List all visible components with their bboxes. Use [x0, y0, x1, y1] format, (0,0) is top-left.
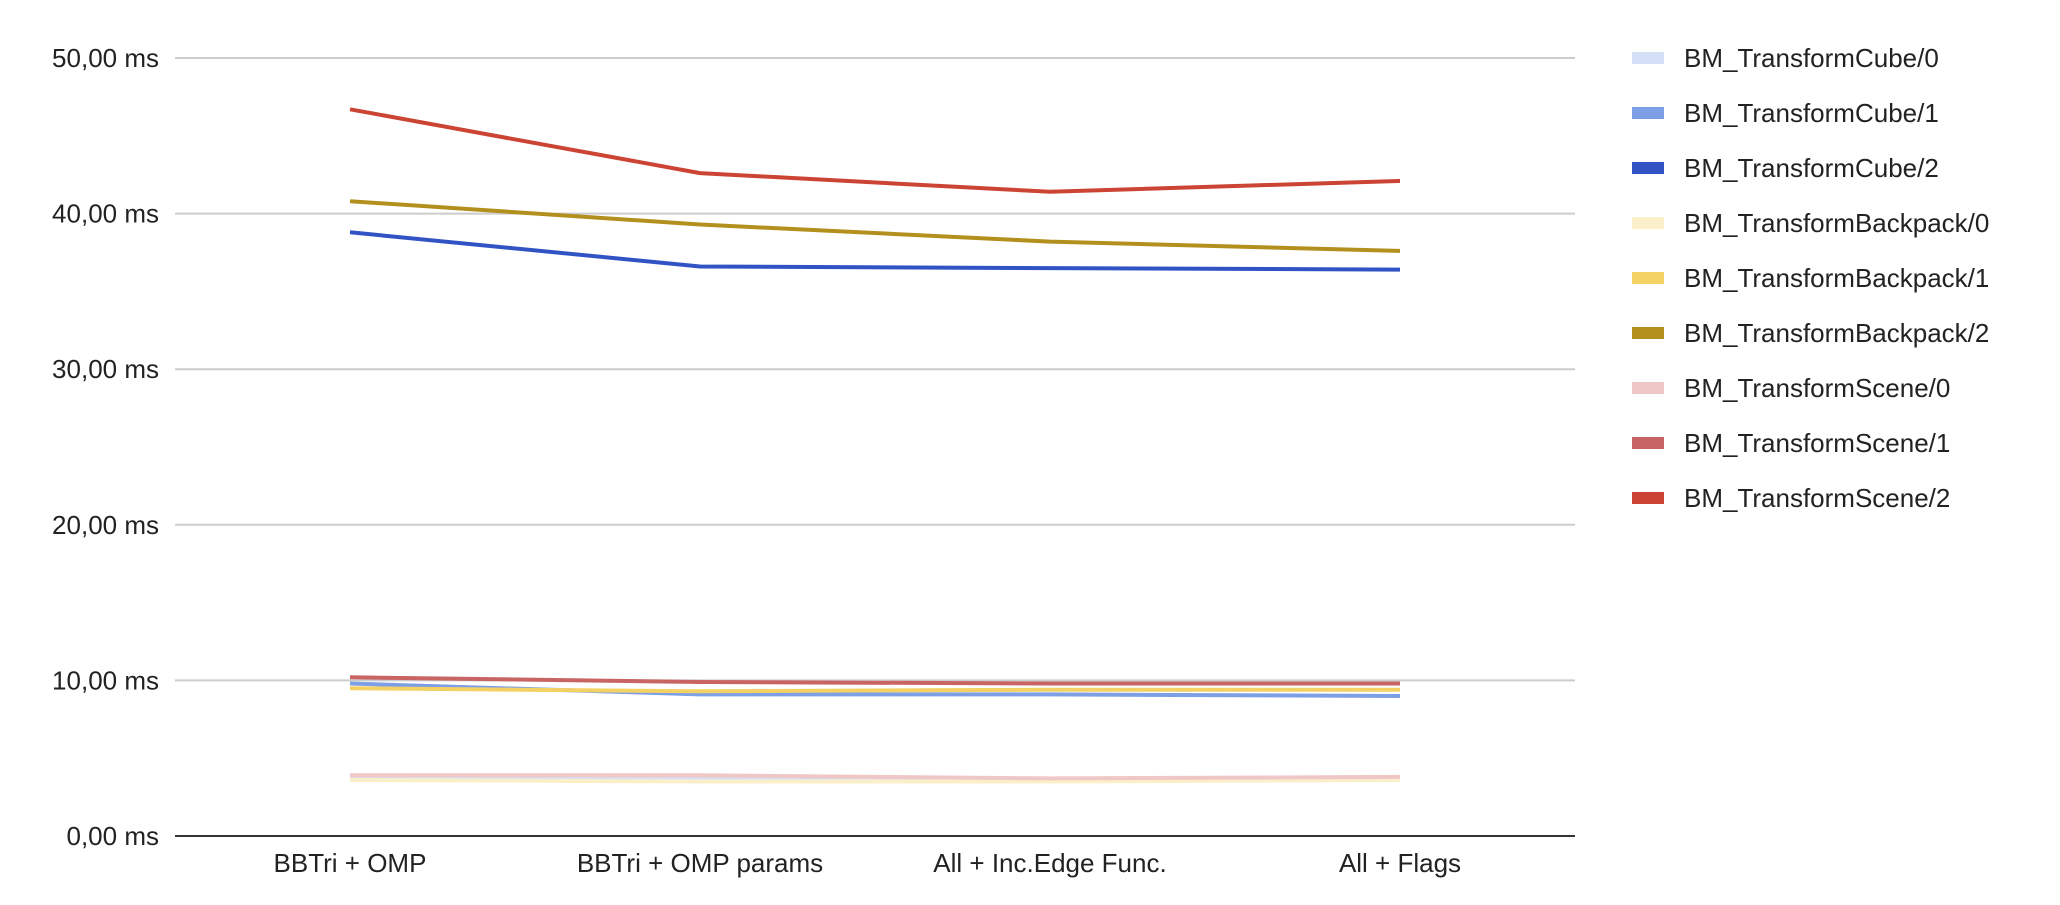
y-tick-label: 40,00 ms	[52, 199, 159, 229]
legend-swatch	[1632, 217, 1664, 229]
legend-label: BM_TransformScene/2	[1684, 483, 1950, 513]
legend-label: BM_TransformBackpack/1	[1684, 263, 1989, 293]
legend: BM_TransformCube/0 BM_TransformCube/1 BM_T…	[1632, 43, 1989, 513]
series-line-5	[349, 199, 1401, 253]
x-tick-label: BBTri + OMP params	[577, 848, 823, 878]
series-line-3	[349, 778, 1401, 784]
x-tick-label: All + Flags	[1339, 848, 1461, 878]
y-axis-tick-labels: 0,00 ms 10,00 ms 20,00 ms 30,00 ms 40,00 ms 5…	[52, 43, 159, 851]
legend-label: BM_TransformCube/1	[1684, 98, 1939, 128]
series-lines	[349, 107, 1401, 784]
legend-item: BM_TransformScene/0	[1632, 373, 1950, 403]
series-line-7	[349, 675, 1400, 686]
legend-item: BM_TransformCube/2	[1632, 153, 1939, 183]
legend-swatch	[1632, 327, 1664, 339]
legend-swatch	[1632, 437, 1664, 449]
legend-label: BM_TransformScene/0	[1684, 373, 1950, 403]
legend-item: BM_TransformCube/1	[1632, 98, 1939, 128]
legend-label: BM_TransformCube/0	[1684, 43, 1939, 73]
x-axis-tick-labels: BBTri + OMP BBTri + OMP params All + Inc.E…	[274, 848, 1462, 878]
legend-label: BM_TransformScene/1	[1684, 428, 1950, 458]
series-line-2	[349, 230, 1401, 272]
series-line-8	[349, 107, 1401, 194]
y-tick-label: 10,00 ms	[52, 665, 159, 695]
legend-item: BM_TransformScene/1	[1632, 428, 1950, 458]
y-tick-label: 20,00 ms	[52, 510, 159, 540]
y-tick-label: 30,00 ms	[52, 354, 159, 384]
legend-swatch	[1632, 272, 1664, 284]
legend-label: BM_TransformBackpack/0	[1684, 208, 1989, 238]
legend-swatch	[1632, 382, 1664, 394]
y-tick-label: 50,00 ms	[52, 43, 159, 73]
y-tick-label: 0,00 ms	[67, 821, 160, 851]
x-tick-label: All + Inc.Edge Func.	[933, 848, 1166, 878]
legend-item: BM_TransformScene/2	[1632, 483, 1950, 513]
series-line-4	[349, 686, 1400, 694]
legend-swatch	[1632, 162, 1664, 174]
legend-item: BM_TransformCube/0	[1632, 43, 1939, 73]
legend-swatch	[1632, 52, 1664, 64]
legend-swatch	[1632, 107, 1664, 119]
legend-label: BM_TransformBackpack/2	[1684, 318, 1989, 348]
gridlines	[175, 57, 1575, 837]
legend-item: BM_TransformBackpack/0	[1632, 208, 1989, 238]
legend-label: BM_TransformCube/2	[1684, 153, 1939, 183]
x-tick-label: BBTri + OMP	[274, 848, 427, 878]
legend-swatch	[1632, 492, 1664, 504]
legend-item: BM_TransformBackpack/2	[1632, 318, 1989, 348]
legend-item: BM_TransformBackpack/1	[1632, 263, 1989, 293]
series-line-6	[350, 773, 1401, 781]
